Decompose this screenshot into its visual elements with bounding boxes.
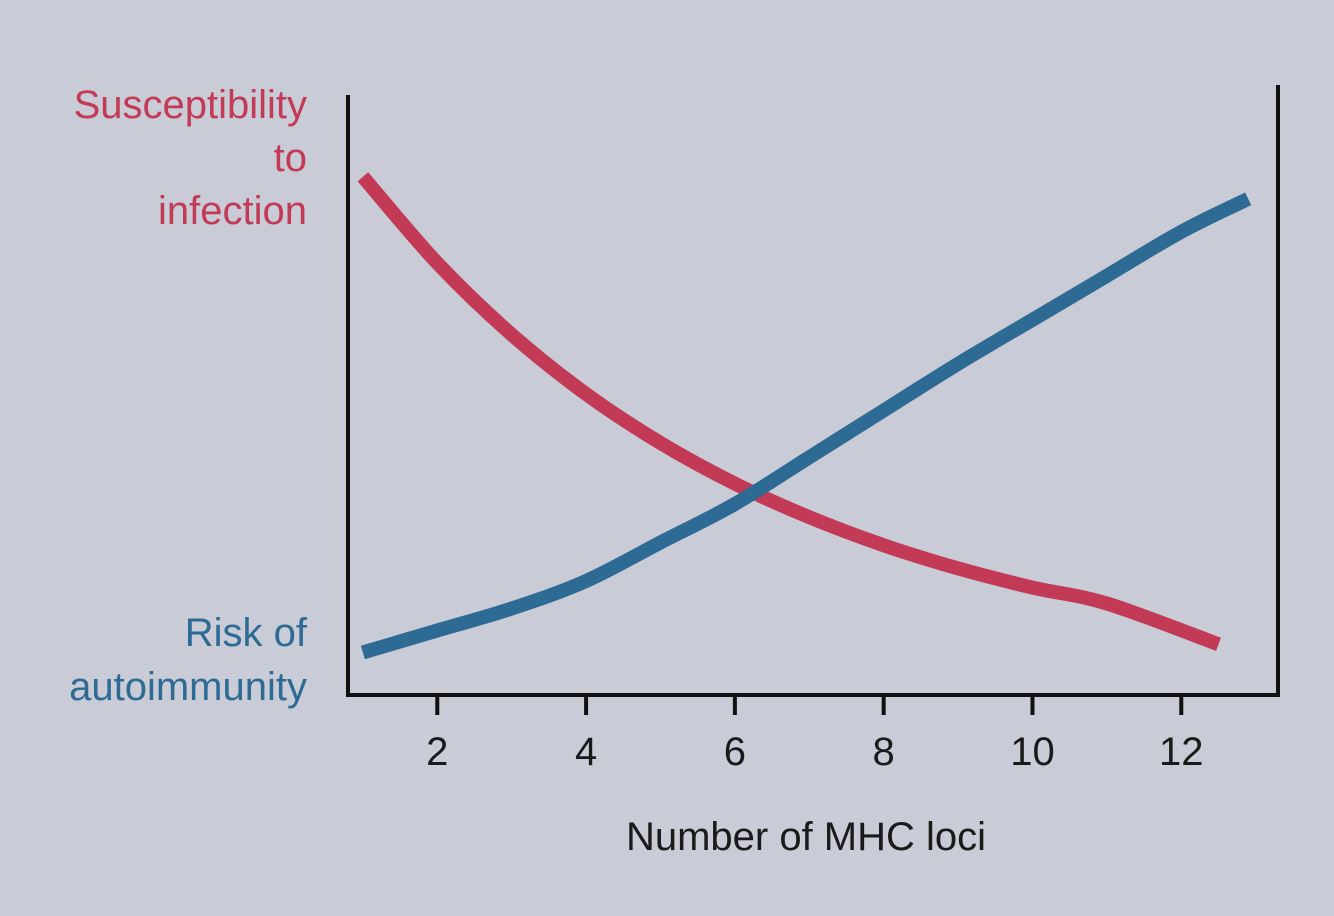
x-tick-label: 6 <box>724 730 746 774</box>
series-line-autoimmunity <box>360 192 1252 660</box>
x-tick-label: 12 <box>1159 730 1204 774</box>
x-tick-label: 10 <box>1010 730 1055 774</box>
x-ticks: 2 4 6 8 10 12 <box>426 695 1204 774</box>
series-lines <box>357 172 1252 660</box>
y-label-autoimmunity-line: Risk of <box>185 611 308 655</box>
y-label-autoimmunity-line: autoimmunity <box>69 665 307 709</box>
x-tick-label: 4 <box>575 730 597 774</box>
x-axis-label: Number of MHC loci <box>626 815 986 859</box>
x-tick-label: 8 <box>873 730 895 774</box>
series-line-susceptibility <box>357 172 1221 651</box>
y-label-susceptibility-line: Susceptibility <box>74 83 307 127</box>
axes <box>346 85 1280 697</box>
y-axis-labels: Susceptibility to infection Risk of autoimmu… <box>69 83 308 709</box>
x-tick-label: 2 <box>426 730 448 774</box>
y-label-susceptibility-line: to <box>274 136 307 180</box>
y-label-susceptibility-line: infection <box>158 189 307 233</box>
